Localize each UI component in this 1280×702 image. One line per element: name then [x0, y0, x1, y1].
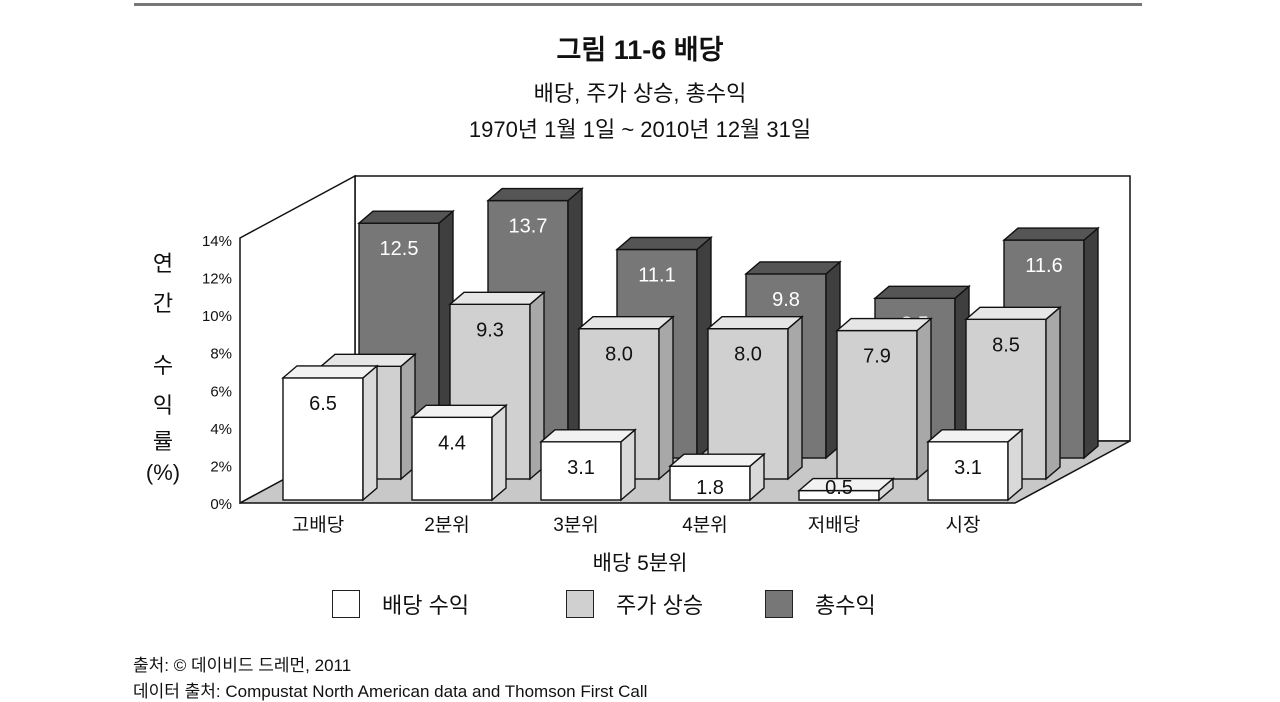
bar-top [744, 261, 842, 275]
bar-side [787, 315, 803, 481]
x-category-label: 저배당 [808, 514, 860, 536]
bar-value-label: 9.8 [772, 289, 800, 311]
legend-label: 주가 상승 [616, 593, 704, 618]
y-tick-label: 14% [202, 233, 232, 250]
bar-top [486, 187, 584, 202]
bar-side [658, 315, 674, 481]
bar-top [577, 316, 675, 330]
bar-value-label: 3.1 [954, 457, 982, 479]
bar-value-label: 8.0 [734, 344, 762, 366]
bar-top [706, 316, 804, 330]
bar-value-label: 1.8 [696, 477, 724, 499]
y-tick-label: 2% [210, 458, 232, 475]
y-axis-label-line: 익 [152, 393, 174, 418]
x-category-label: 시장 [946, 514, 981, 536]
y-axis-label-line: 률 [152, 429, 174, 454]
bar-top [835, 317, 933, 332]
source-note: 출처: © 데이비드 드레먼, 2011 [133, 656, 352, 675]
bar-value-label: 6.5 [309, 393, 337, 415]
chart-title: 그림 11-6 배당 [556, 35, 724, 65]
bar-top [1002, 227, 1100, 241]
bar-front [411, 416, 493, 501]
bar-top [668, 453, 766, 467]
bar-value-label: 9.3 [476, 319, 504, 341]
bar-top [926, 429, 1024, 443]
legend-swatch [332, 590, 360, 618]
y-axis-label-line: 수 [152, 353, 174, 378]
y-axis-label-line: 연 [152, 251, 174, 276]
bar-side [1083, 226, 1099, 460]
bar-top [281, 365, 379, 379]
legend-item-dividend: 배당 수익 [332, 587, 469, 621]
bar-value-label: 0.5 [825, 477, 853, 499]
top-rule [134, 3, 1142, 6]
y-tick-label: 10% [202, 308, 232, 325]
bar-top [448, 291, 546, 305]
legend-swatch [765, 590, 793, 618]
bar-top [615, 236, 713, 251]
x-category-label: 2분위 [424, 514, 470, 536]
bar-top [410, 404, 508, 418]
legend-item-total: 총수익 [765, 587, 876, 621]
bar-top [539, 429, 637, 443]
bar-value-label: 11.6 [1025, 255, 1062, 277]
bar-front [540, 441, 622, 501]
legend-swatch [566, 590, 594, 618]
bar-value-label: 12.5 [380, 238, 419, 260]
bar-value-label: 4.4 [438, 432, 466, 454]
y-axis-label-line: (%) [145, 460, 181, 485]
bar-top [873, 285, 971, 299]
bar-top [797, 477, 895, 492]
bar-value-label: 11.1 [638, 264, 675, 286]
x-axis-title: 배당 5분위 [593, 552, 688, 575]
bar-side [491, 403, 507, 502]
legend-label: 총수익 [815, 593, 876, 618]
bar-side [1045, 305, 1061, 481]
bar-top [319, 353, 417, 367]
x-category-label: 4분위 [682, 514, 728, 536]
bar-front [282, 377, 364, 501]
data-source-note: 데이터 출처: Compustat North American data an… [133, 682, 648, 701]
bar-value-label: 8.0 [605, 344, 633, 366]
y-tick-label: 4% [210, 421, 232, 438]
y-tick-label: 8% [210, 346, 232, 363]
y-tick-label: 6% [210, 383, 232, 400]
x-category-label: 3분위 [553, 514, 599, 536]
bar-top [964, 306, 1062, 320]
y-axis-label-line: 간 [152, 291, 174, 316]
bar-top [357, 210, 455, 224]
bar-value-label: 13.7 [509, 216, 548, 238]
chart-subtitle: 배당, 주가 상승, 총수익 [533, 81, 747, 106]
y-tick-label: 0% [210, 496, 232, 513]
bar-side [362, 364, 378, 502]
y-tick-label: 12% [202, 271, 232, 288]
legend-item-price: 주가 상승 [566, 587, 703, 621]
chart-date-range: 1970년 1월 1일 ~ 2010년 12월 31일 [468, 117, 812, 142]
x-category-label: 고배당 [292, 514, 344, 536]
bar-value-label: 8.5 [992, 334, 1020, 356]
bar-value-label: 7.9 [863, 346, 891, 368]
bar-value-label: 3.1 [567, 457, 595, 479]
legend-label: 배당 수익 [382, 593, 470, 618]
